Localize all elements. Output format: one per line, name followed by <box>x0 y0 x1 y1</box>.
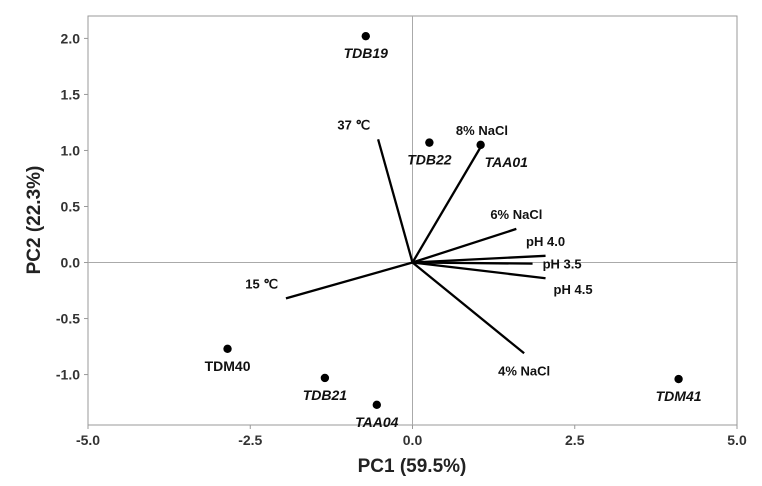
point-label: TAA04 <box>355 414 399 430</box>
vector-label: 6% NaCl <box>490 207 542 222</box>
point-label: TAA01 <box>485 154 529 170</box>
x-tick-label: 2.5 <box>565 432 585 448</box>
loading-vector <box>412 227 517 264</box>
x-tick-label: 5.0 <box>727 432 747 448</box>
score-point <box>372 400 382 410</box>
y-tick-label: -1.0 <box>56 367 80 383</box>
score-point <box>223 344 232 354</box>
x-tick-label: 0.0 <box>403 432 423 448</box>
x-tick-label: -5.0 <box>76 432 100 448</box>
loading-vector <box>411 144 483 264</box>
score-point <box>425 138 434 147</box>
y-tick-label: 1.0 <box>61 142 81 158</box>
loading-vector <box>412 261 533 265</box>
loading-vector <box>412 254 546 264</box>
point-label: TDB21 <box>303 387 348 403</box>
loading-vector <box>376 138 414 263</box>
vector-label: 4% NaCl <box>498 363 550 378</box>
loading-vector <box>411 261 525 355</box>
vector-label: 37 ℃ <box>337 117 370 132</box>
score-point <box>361 31 370 41</box>
score-point <box>476 140 485 150</box>
vector-label: pH 4.5 <box>554 282 593 297</box>
point-label: TDB22 <box>407 152 452 168</box>
y-axis-title: PC2 (22.3%) <box>24 166 45 275</box>
y-tick-label: -0.5 <box>56 311 80 327</box>
score-point <box>674 374 683 384</box>
vector-label: 15 ℃ <box>245 276 278 291</box>
score-points: TDB19 TDB22 TAA01 TDM40 TDB21 TAA04 TDM41 <box>205 31 702 430</box>
vector-label: 8% NaCl <box>456 123 508 138</box>
y-tick-label: 2.0 <box>61 30 81 46</box>
y-axis-ticks: -1.0 -0.5 0.0 0.5 1.0 1.5 2.0 <box>56 30 88 383</box>
y-tick-label: 0.5 <box>61 198 81 214</box>
point-label: TDM41 <box>656 388 702 404</box>
loading-vector <box>285 261 413 300</box>
loading-vector <box>412 261 546 280</box>
vector-label: pH 4.0 <box>526 234 565 249</box>
point-label: TDB19 <box>344 45 389 61</box>
vector-label: pH 3.5 <box>543 257 582 272</box>
loading-vectors: 37 ℃ 8% NaCl 6% NaCl pH 4.0 pH 3.5 pH 4.5 4% N… <box>245 117 592 378</box>
x-tick-label: -2.5 <box>238 432 262 448</box>
point-label: TDM40 <box>205 358 251 374</box>
x-axis-ticks: -5.0 -2.5 0.0 2.5 5.0 <box>76 425 747 448</box>
x-axis-title: PC1 (59.5%) <box>358 456 467 477</box>
y-tick-label: 0.0 <box>61 255 81 271</box>
score-point <box>320 373 330 383</box>
y-tick-label: 1.5 <box>61 86 81 102</box>
